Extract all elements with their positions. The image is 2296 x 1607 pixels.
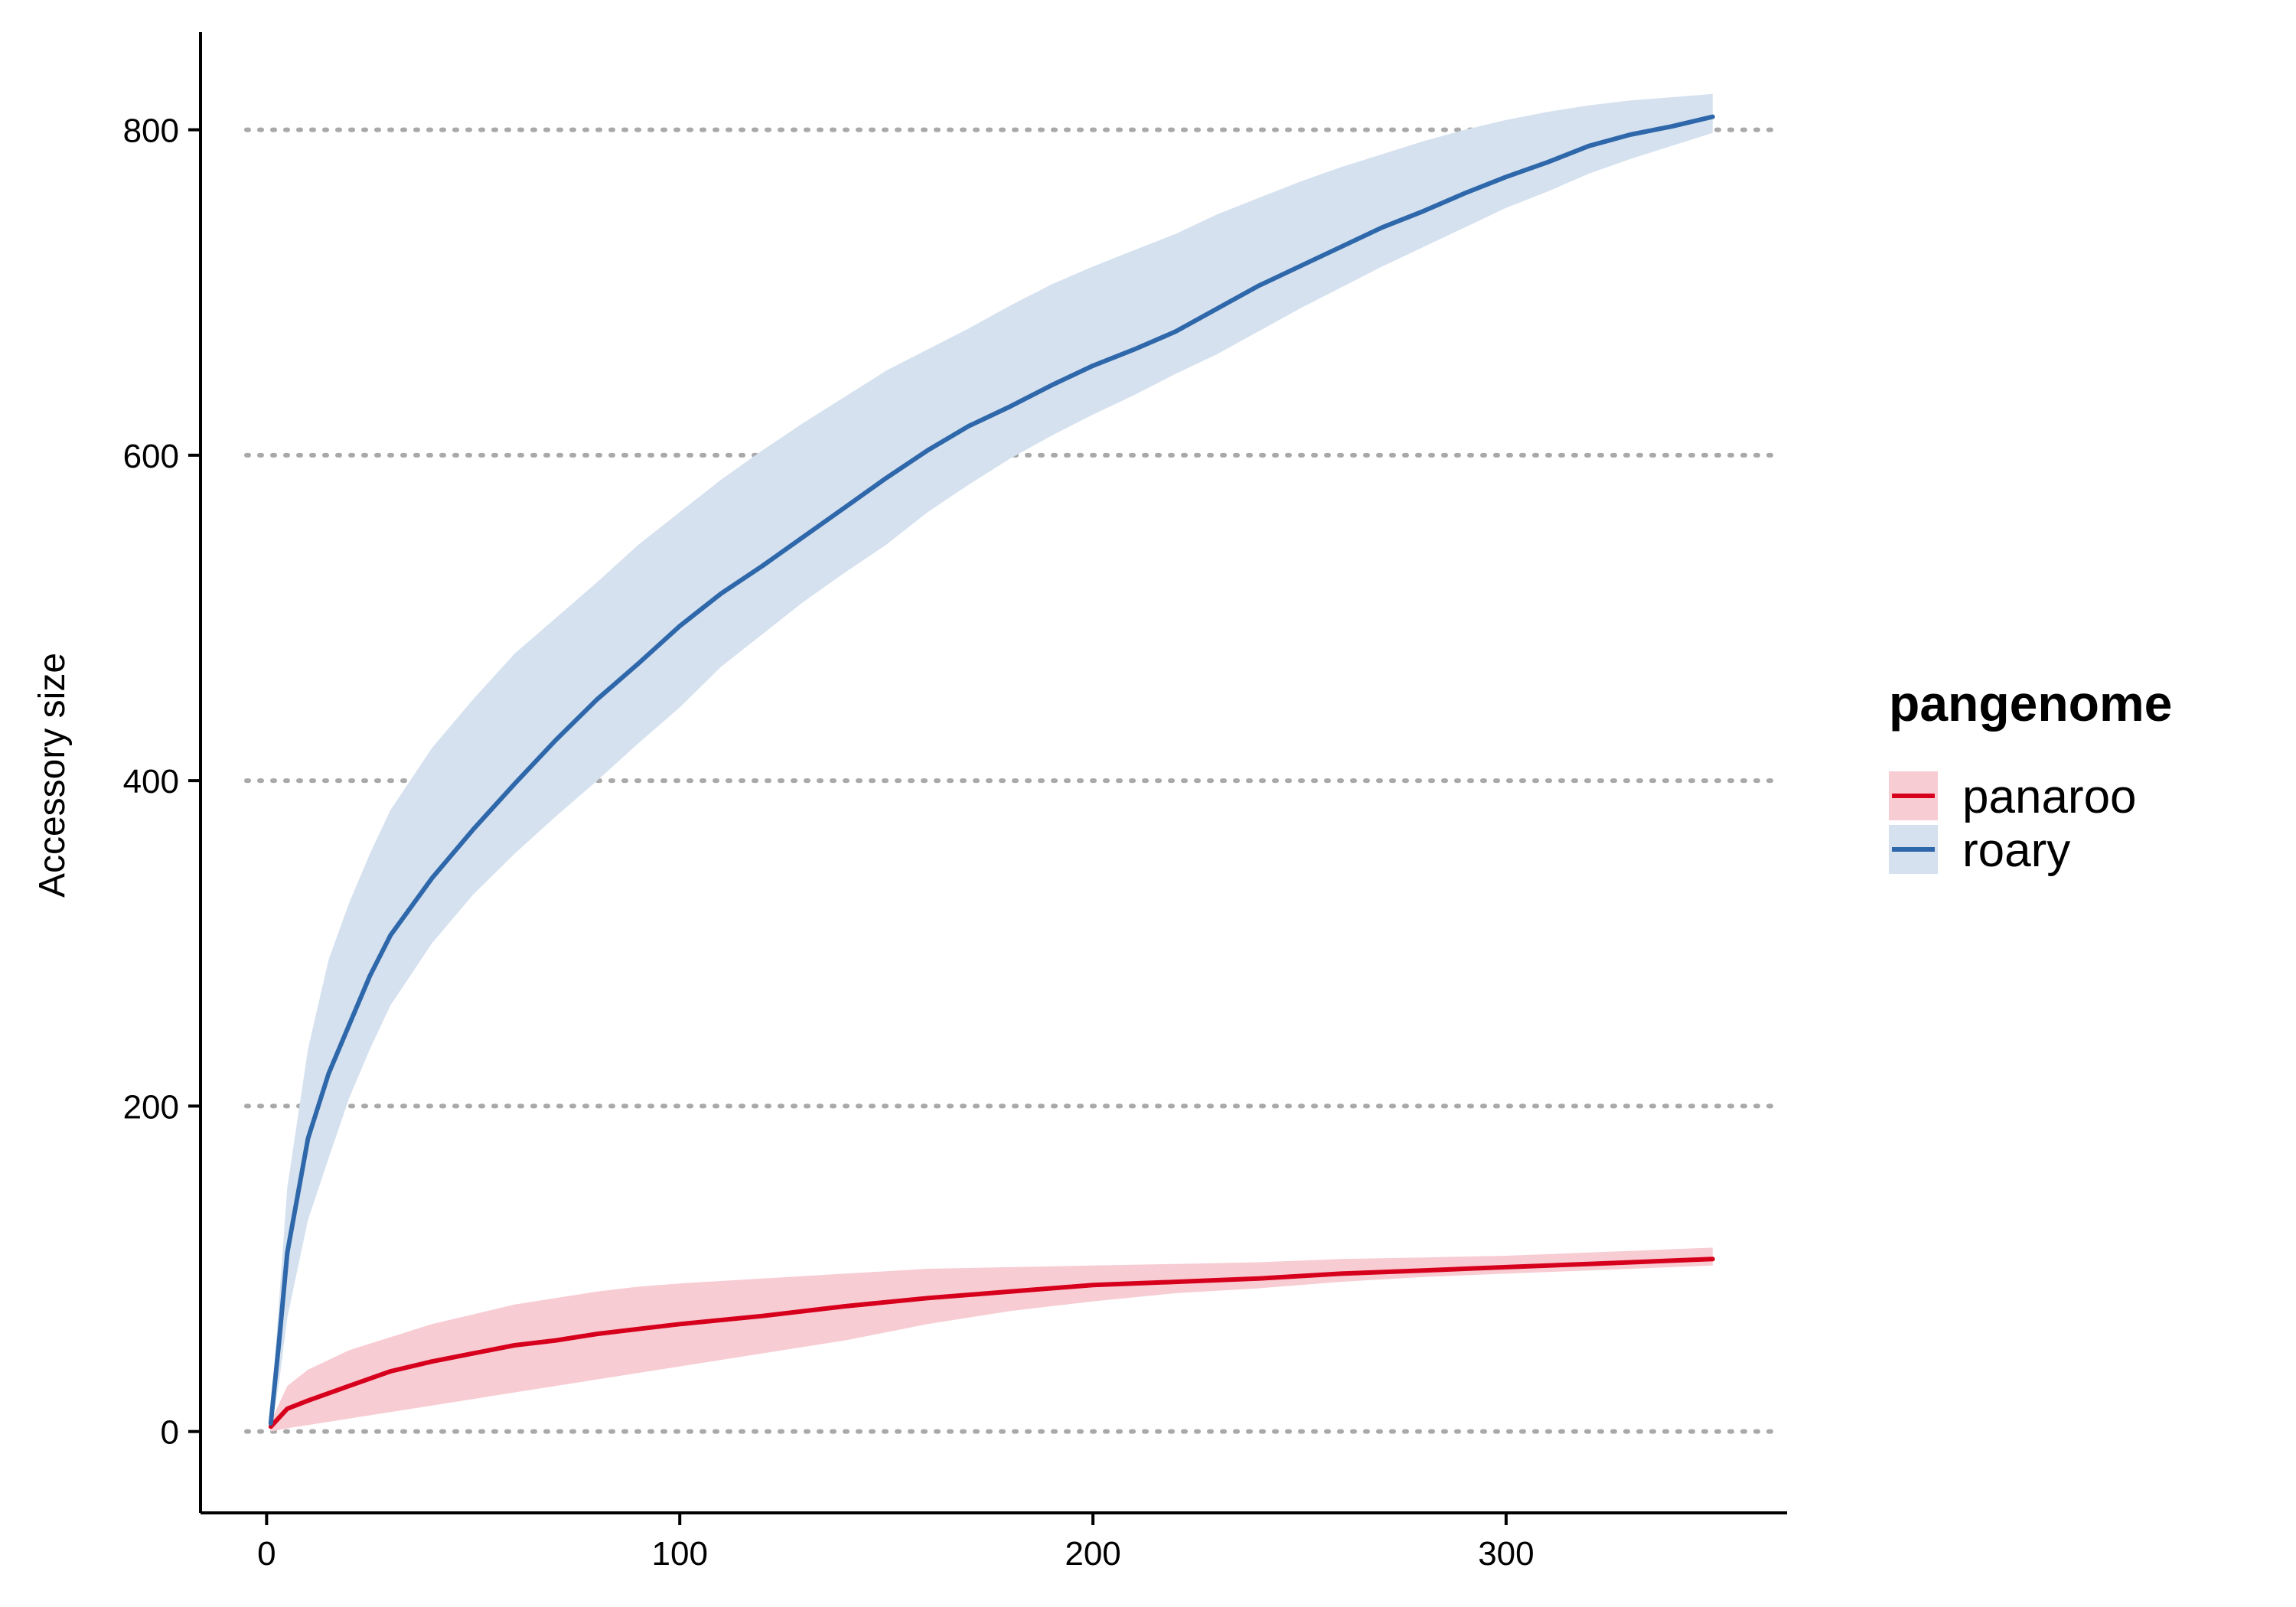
x-tick-label-0: 0 [257,1535,276,1573]
confidence-bands [270,93,1713,1432]
y-tick-label-0: 0 [161,1414,179,1452]
legend-label-panaroo: panaroo [1962,771,2137,823]
y-tick-label-600: 600 [123,438,179,475]
x-tick-label-200: 200 [1065,1535,1120,1573]
line-panaroo [268,1257,1715,1429]
line-roary [268,114,1715,1426]
axes [188,32,1787,1525]
band-roary [270,93,1713,1432]
band-panaroo [270,1247,1713,1432]
y-axis-title: Accessory size [32,653,73,898]
x-tick-label-300: 300 [1478,1535,1534,1573]
y-tick-label-200: 200 [123,1088,179,1126]
y-tick-label-400: 400 [123,763,179,800]
x-tick-label-100: 100 [652,1535,708,1573]
tick-labels: 0 200 400 600 800 0 100 200 300 [123,112,1534,1573]
legend-label-roary: roary [1962,824,2070,877]
y-tick-label-800: 800 [123,112,179,150]
series-lines [268,114,1715,1429]
legend-title: pangenome [1889,675,2172,732]
